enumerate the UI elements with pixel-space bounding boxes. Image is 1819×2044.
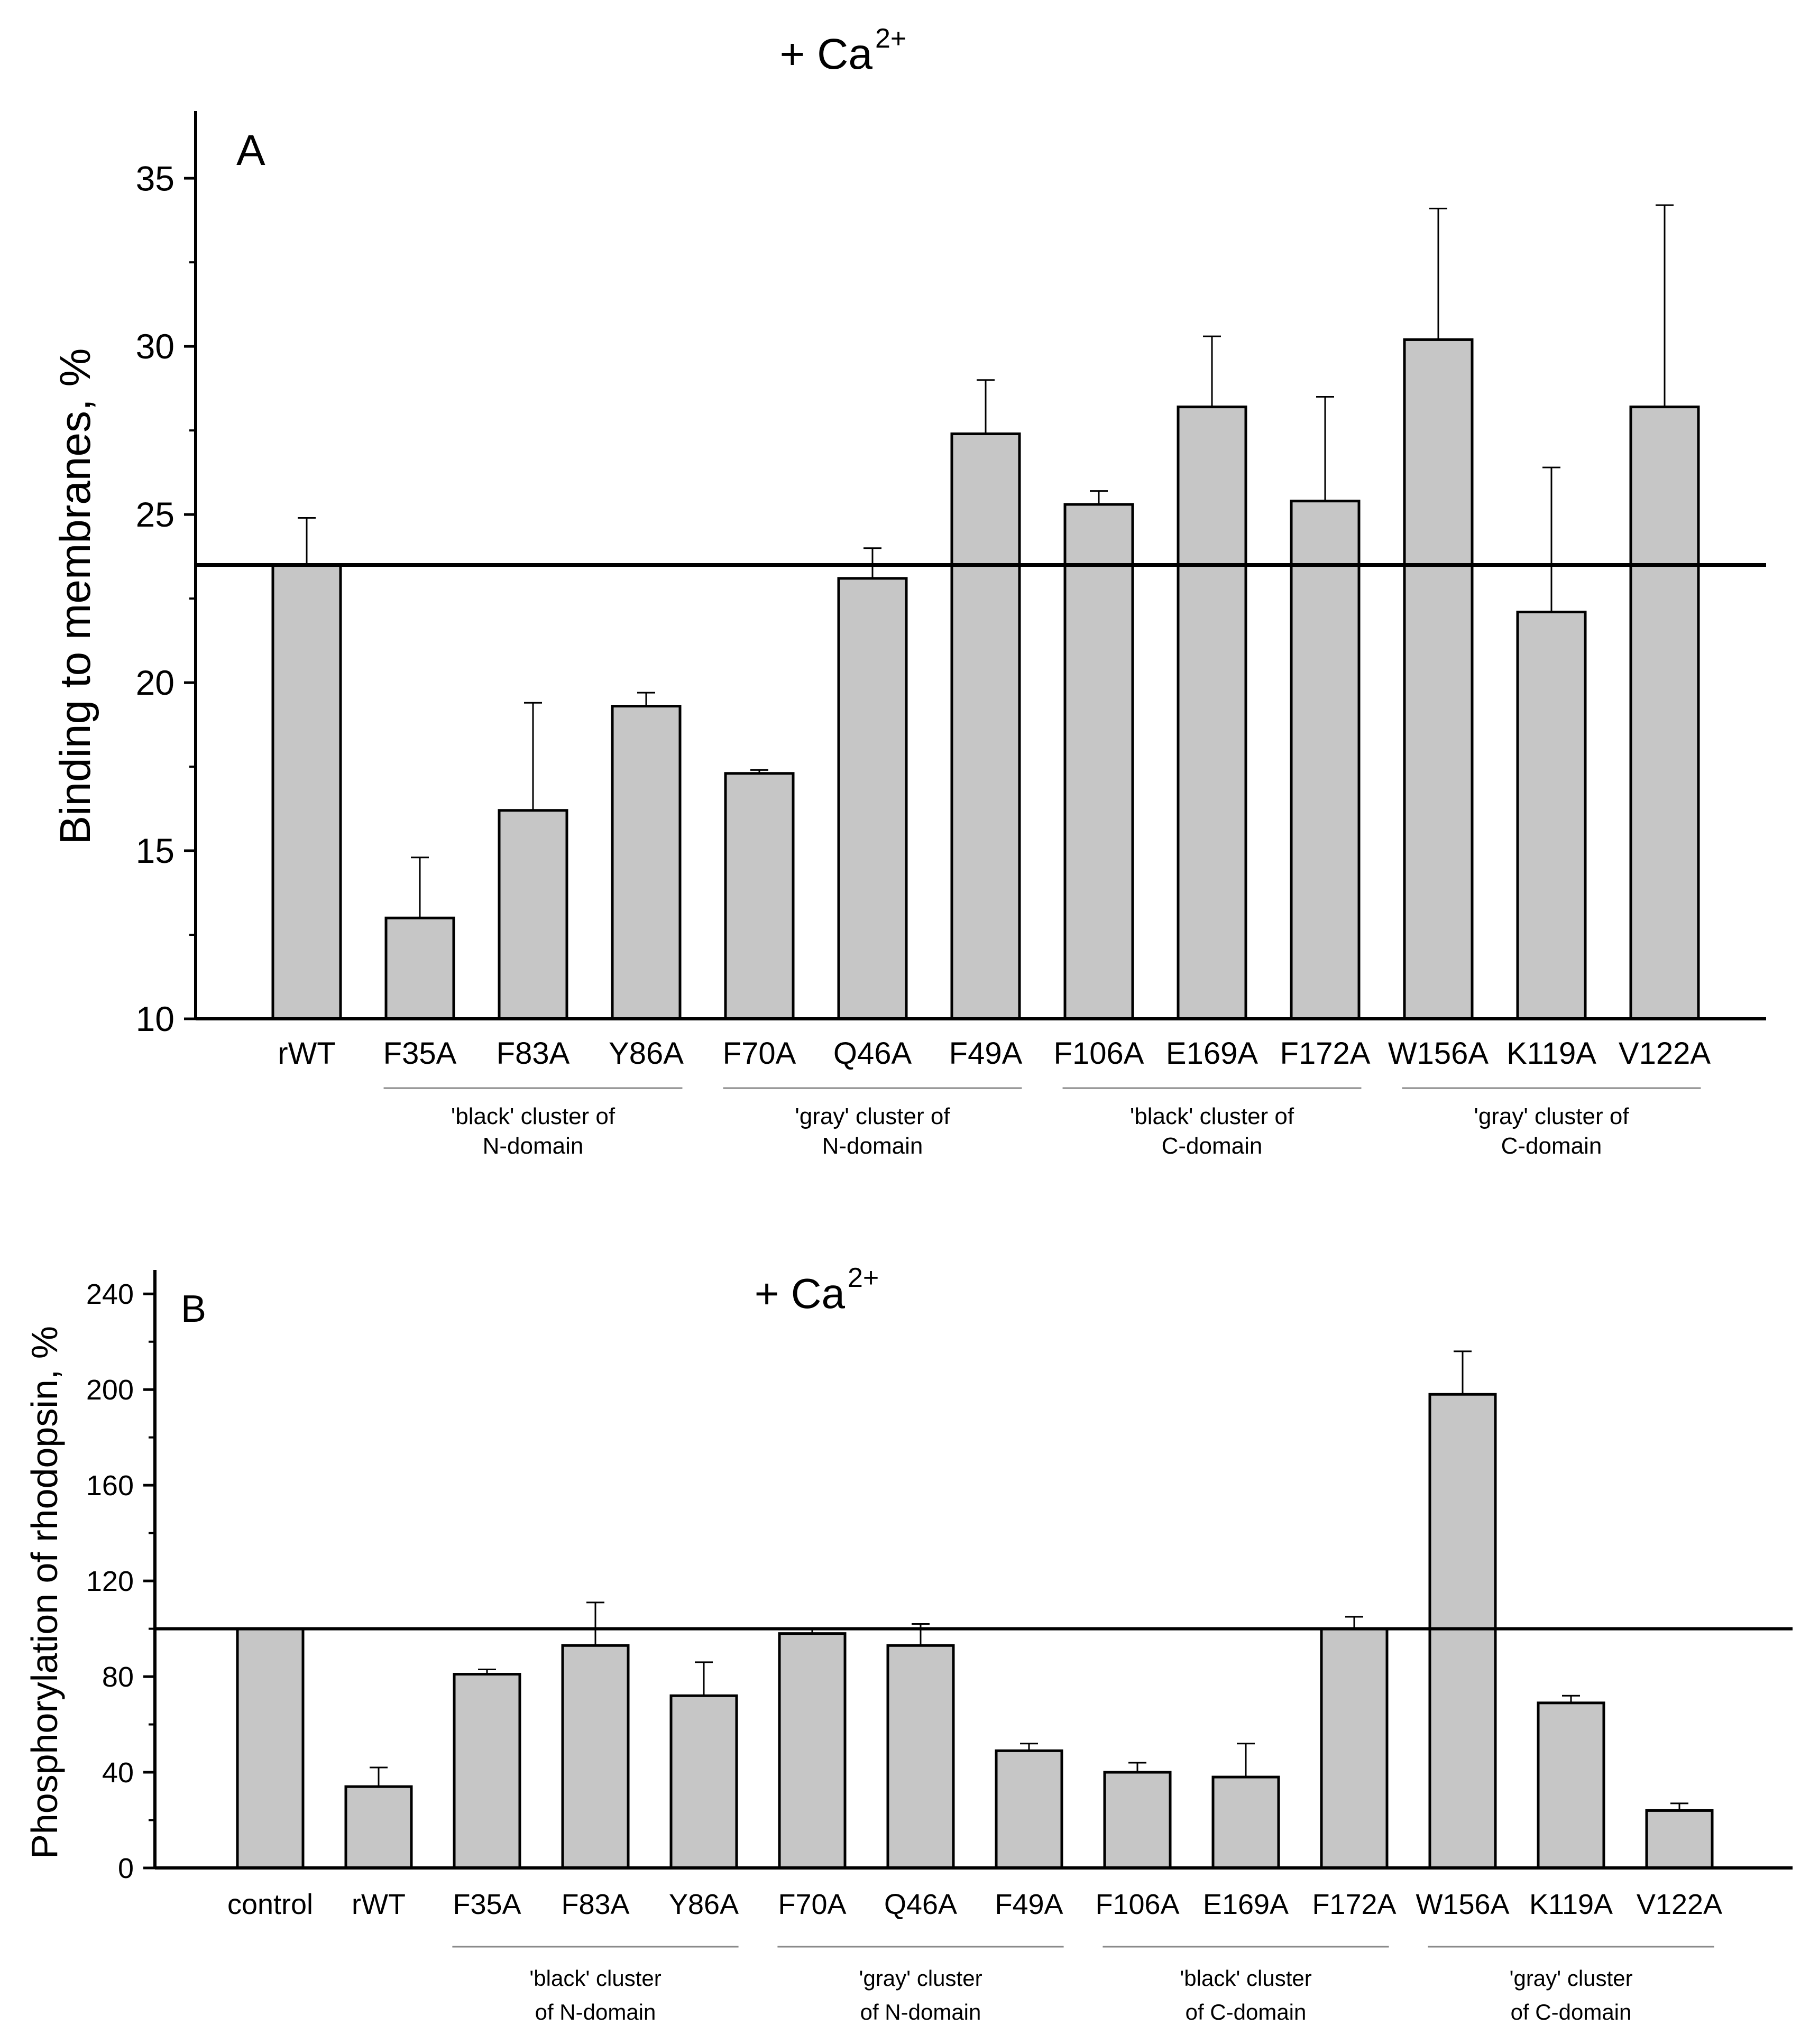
- panel-a-chart: + Ca 2+ A Binding to membranes, % 10 15 20…: [51, 23, 1766, 1159]
- group-label-line2: N-domain: [822, 1133, 923, 1159]
- bar-k119a: [1516, 611, 1587, 1020]
- group-label-line2: of N-domain: [860, 2000, 981, 2024]
- group-label-line1: 'gray' cluster: [859, 1966, 982, 1991]
- y-tick-label: 20: [136, 663, 174, 702]
- bar-f106a: [1063, 503, 1134, 1020]
- x-category-label: F70A: [778, 1889, 846, 1920]
- x-category-label: rWT: [278, 1036, 336, 1071]
- x-category-label: F106A: [1095, 1889, 1179, 1920]
- bar-v122a: [1629, 406, 1700, 1020]
- bar-f83a: [561, 1644, 630, 1870]
- group-label-line2: C-domain: [1162, 1133, 1263, 1159]
- bar-f172a: [1290, 500, 1361, 1020]
- y-tick-label: 240: [86, 1278, 134, 1310]
- group-label-line2: N-domain: [483, 1133, 584, 1159]
- x-category-label: Y86A: [669, 1889, 739, 1920]
- bar-y86a: [611, 705, 682, 1020]
- x-category-label: F83A: [497, 1036, 570, 1071]
- panel-b-label: B: [181, 1288, 206, 1330]
- x-category-label: Q46A: [884, 1889, 957, 1920]
- bar-f35a: [384, 916, 455, 1020]
- x-category-label: F83A: [561, 1889, 629, 1920]
- group-label-line2: of N-domain: [535, 2000, 656, 2024]
- bar-w156a: [1403, 338, 1474, 1020]
- x-category-label: V122A: [1637, 1889, 1722, 1920]
- panel-a-y-axis-label: Binding to membranes, %: [51, 348, 99, 845]
- group-label-line1: 'black' cluster of: [1130, 1103, 1294, 1129]
- bar-f70a: [778, 1632, 847, 1870]
- bar-control: [236, 1627, 305, 1870]
- x-category-label: F49A: [949, 1036, 1023, 1071]
- bar-k119a: [1537, 1701, 1605, 1870]
- x-category-label: rWT: [352, 1889, 406, 1920]
- x-category-label: Q46A: [833, 1036, 912, 1071]
- group-label-line1: 'black' cluster of: [451, 1103, 615, 1129]
- x-category-label: E169A: [1166, 1036, 1258, 1071]
- bar-f83a: [498, 809, 568, 1020]
- panel-b-chart: + Ca 2+ B Phosphorylation of rhodopsin, …: [24, 1263, 1793, 2024]
- bar-e169a: [1211, 1775, 1280, 1870]
- y-tick-label: 40: [102, 1757, 134, 1789]
- bar-f35a: [453, 1673, 521, 1870]
- x-category-label: E169A: [1203, 1889, 1289, 1920]
- x-category-label: control: [227, 1889, 313, 1920]
- panel-a-label: A: [236, 126, 265, 174]
- group-label-line1: 'black' cluster: [529, 1966, 661, 1991]
- bar-f106a: [1103, 1771, 1172, 1870]
- y-tick-label: 10: [136, 999, 174, 1038]
- bar-rwt: [344, 1785, 413, 1870]
- x-category-label: W156A: [1416, 1889, 1509, 1920]
- group-label-line2: of C-domain: [1511, 2000, 1632, 2024]
- group-label-line1: 'gray' cluster of: [795, 1103, 950, 1129]
- bar-q46a: [886, 1644, 955, 1870]
- y-tick-label: 200: [86, 1374, 134, 1406]
- y-tick-label: 25: [136, 495, 174, 534]
- group-label-line1: 'gray' cluster: [1509, 1966, 1632, 1991]
- bar-f49a: [995, 1749, 1063, 1870]
- x-category-label: F49A: [995, 1889, 1063, 1920]
- bar-e169a: [1177, 406, 1247, 1020]
- panel-a-title-superscript: 2+: [875, 23, 906, 54]
- x-category-label: Y86A: [609, 1036, 684, 1071]
- bar-v122a: [1645, 1809, 1714, 1870]
- group-label-line2: C-domain: [1501, 1133, 1602, 1159]
- group-label-line2: of C-domain: [1186, 2000, 1307, 2024]
- bar-w156a: [1428, 1393, 1497, 1870]
- panel-b-y-axis-label: Phosphorylation of rhodopsin, %: [24, 1326, 65, 1859]
- panel-b-title-superscript: 2+: [848, 1263, 879, 1293]
- bar-f172a: [1320, 1627, 1389, 1870]
- y-tick-label: 160: [86, 1470, 134, 1502]
- bar-f49a: [950, 432, 1021, 1020]
- y-tick-label: 15: [136, 831, 174, 870]
- bar-rwt: [271, 564, 342, 1020]
- y-tick-label: 120: [86, 1566, 134, 1597]
- x-category-label: K119A: [1506, 1036, 1596, 1071]
- x-category-label: F70A: [723, 1036, 796, 1071]
- x-category-label: F35A: [453, 1889, 521, 1920]
- x-category-label: K119A: [1529, 1889, 1613, 1920]
- y-tick-label: 30: [136, 327, 174, 366]
- x-category-label: F106A: [1054, 1036, 1144, 1071]
- y-tick-label: 35: [136, 159, 174, 198]
- group-label-line1: 'gray' cluster of: [1474, 1103, 1629, 1129]
- x-category-label: W156A: [1388, 1036, 1489, 1071]
- x-category-label: F172A: [1280, 1036, 1371, 1071]
- bar-q46a: [837, 577, 908, 1020]
- bar-f70a: [724, 772, 795, 1020]
- panel-a-title: + Ca: [780, 30, 873, 78]
- x-category-label: F172A: [1312, 1889, 1396, 1920]
- group-label-line1: 'black' cluster: [1180, 1966, 1311, 1991]
- panel-b-title: + Ca: [755, 1270, 846, 1317]
- y-tick-label: 0: [118, 1853, 134, 1884]
- x-category-label: F35A: [383, 1036, 457, 1071]
- x-category-label: V122A: [1619, 1036, 1711, 1071]
- bar-y86a: [669, 1694, 738, 1870]
- y-tick-label: 80: [102, 1661, 134, 1693]
